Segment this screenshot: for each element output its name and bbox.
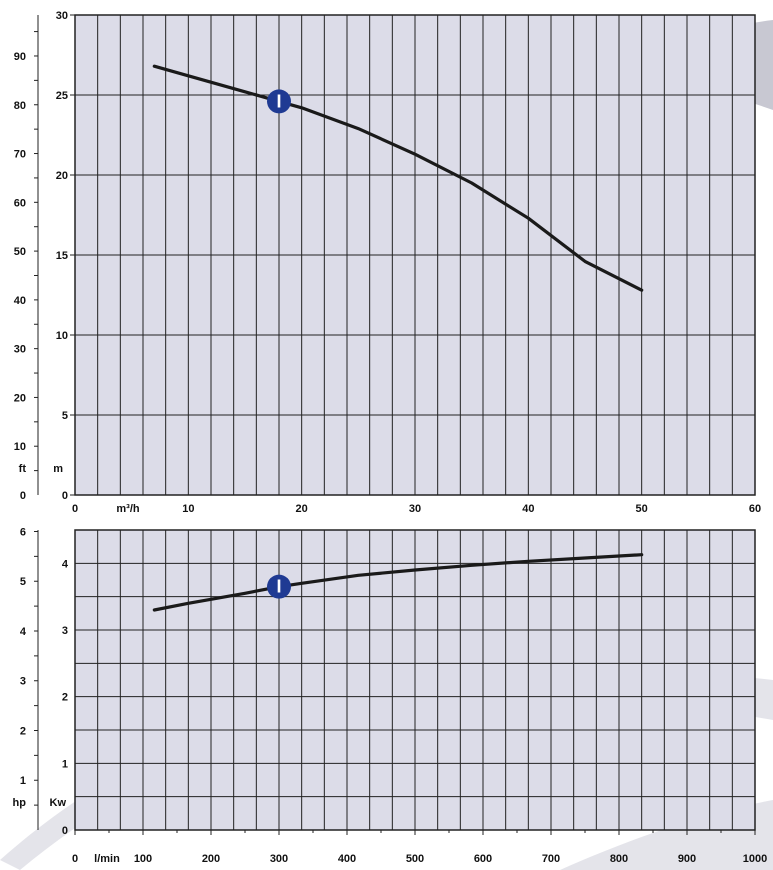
tick-label-x: 10: [182, 503, 194, 515]
tick-label-kw: 1: [62, 758, 68, 770]
tick-label-hp: 6: [20, 526, 26, 538]
tick-label-m: 0: [62, 490, 68, 502]
curve-marker-circle: [267, 574, 291, 599]
head-curve-line: [152, 64, 644, 292]
tick-label-lmin: 900: [678, 853, 696, 865]
tick-label-ft: 80: [14, 100, 26, 112]
tick-label-kw: 0: [62, 825, 68, 837]
tick-label-lmin: 1000: [743, 853, 767, 865]
tick-label-lmin: 200: [202, 853, 220, 865]
tick-label-x: 50: [636, 503, 648, 515]
unit-label-m: m: [53, 463, 63, 475]
tick-label-ft: 10: [14, 441, 26, 453]
tick-label-lmin: 800: [610, 853, 628, 865]
head-chart: 0 5 10 15 20 25 30 0 10 20 30 40 50 60 70 80 90 ft m 0 10 20 3…: [14, 10, 761, 515]
tick-label-ft: 60: [14, 197, 26, 209]
tick-label-x: 60: [749, 503, 761, 515]
unit-label-m3h: m³/h: [116, 503, 140, 515]
tick-label-ft: 40: [14, 295, 26, 307]
unit-label-ft: ft: [19, 463, 27, 475]
power-chart: 0 1 2 3 4 1 2 3 4 5 6 hp Kw 0 100 200 300 400 500 600 700 800…: [13, 526, 768, 865]
tick-label-ft: 0: [20, 490, 26, 502]
tick-label-m: 10: [56, 330, 68, 342]
tick-label-x: 30: [409, 503, 421, 515]
curve-marker-label: I: [276, 577, 281, 597]
tick-label-ft: 30: [14, 344, 26, 356]
tick-label-lmin: 400: [338, 853, 356, 865]
tick-label-m: 25: [56, 90, 68, 102]
tick-label-x: 0: [72, 503, 78, 515]
tick-label-m: 5: [62, 410, 68, 422]
tick-label-hp: 5: [20, 576, 26, 588]
tick-label-hp: 2: [20, 725, 26, 737]
tick-label-lmin: 300: [270, 853, 288, 865]
curve-marker-label: I: [276, 91, 281, 111]
power-curve-line: [152, 553, 644, 612]
curve-marker-circle: [267, 89, 291, 114]
tick-label-m: 30: [56, 10, 68, 22]
tick-label-ft: 70: [14, 149, 26, 161]
tick-label-lmin: 700: [542, 853, 560, 865]
tick-label-kw: 2: [62, 692, 68, 704]
tick-label-x: 40: [522, 503, 534, 515]
tick-label-kw: 4: [62, 558, 69, 570]
tick-label-lmin: 0: [72, 853, 78, 865]
tick-label-kw: 3: [62, 625, 68, 637]
tick-label-x: 20: [296, 503, 308, 515]
unit-label-lmin: l/min: [94, 853, 120, 865]
unit-label-kw: Kw: [50, 797, 67, 809]
tick-label-lmin: 500: [406, 853, 424, 865]
tick-label-hp: 1: [20, 775, 26, 787]
tick-label-lmin: 100: [134, 853, 152, 865]
tick-label-lmin: 600: [474, 853, 492, 865]
unit-label-hp: hp: [13, 797, 27, 809]
tick-label-ft: 90: [14, 51, 26, 63]
tick-label-hp: 3: [20, 676, 26, 688]
tick-label-hp: 4: [20, 626, 27, 638]
tick-label-ft: 50: [14, 246, 26, 258]
tick-label-m: 20: [56, 170, 68, 182]
tick-label-m: 15: [56, 250, 68, 262]
tick-label-ft: 20: [14, 392, 26, 404]
